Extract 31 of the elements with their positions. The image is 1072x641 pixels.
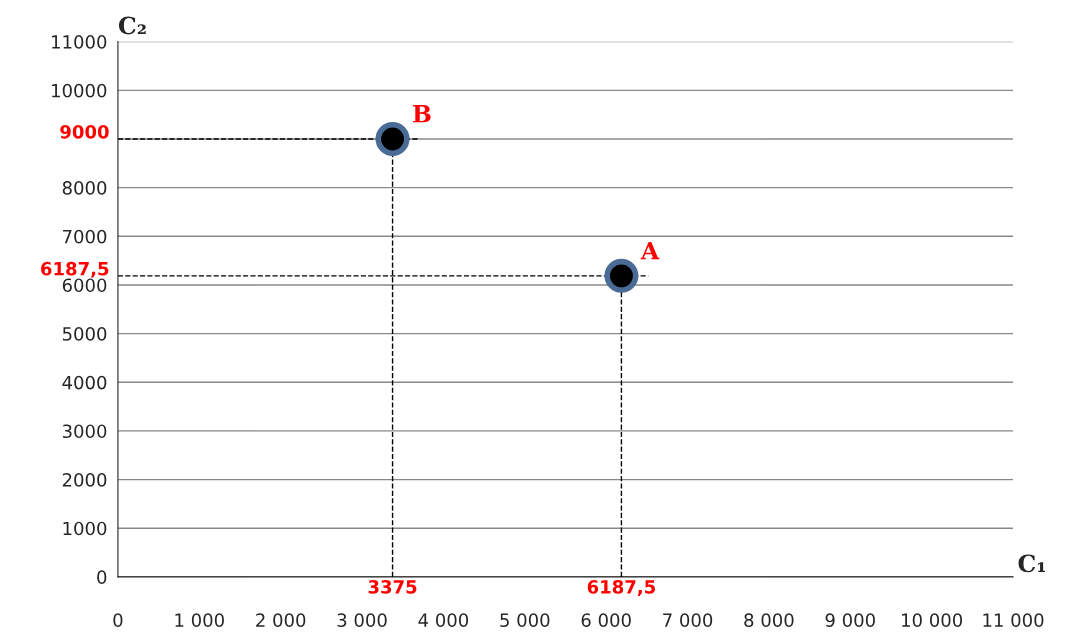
x-tick-label: 3 000 [337,613,387,627]
ref-line-label: 6187,5 [587,580,655,596]
y-tick-label: 3000 [62,424,107,439]
x-tick-label: 11 000 [983,613,1044,627]
x-tick-label: 6 000 [581,613,631,627]
x-tick-label: 2 000 [256,613,306,627]
y-tick-label: 7000 [63,229,107,244]
y-tick-label: 4000 [62,375,107,390]
annotation: A [640,241,660,260]
ref-line-label: 6187,5 [41,261,109,278]
y-tick-label: 10000 [52,83,107,98]
x-tick-label: 0 [113,613,123,627]
x-tick-label: 8 000 [744,613,794,627]
x-tick-label: 4 000 [418,613,469,627]
y-tick-label: 0 [97,570,107,585]
x-tick-label: 9 000 [825,613,875,627]
x-axis-title: C₁ [1018,554,1046,573]
y-axis-title: C₂ [118,16,146,35]
y-tick-label: 8000 [62,181,107,195]
x-tick-label: 1 000 [175,613,224,627]
y-tick-label: 5000 [62,327,107,341]
annotation: B [413,105,431,123]
y-tick-label: 1000 [63,521,107,536]
y-tick-label: 6000 [62,278,107,293]
x-tick-label: 7 000 [663,613,713,627]
x-tick-label: 5 000 [500,613,550,627]
x-tick-label: 10 000 [902,613,963,627]
ref-line-label: 9000 [60,125,109,139]
y-tick-label: 11000 [52,35,107,49]
y-tick-label: 2000 [62,473,107,487]
ref-line-label: 3375 [368,580,417,594]
